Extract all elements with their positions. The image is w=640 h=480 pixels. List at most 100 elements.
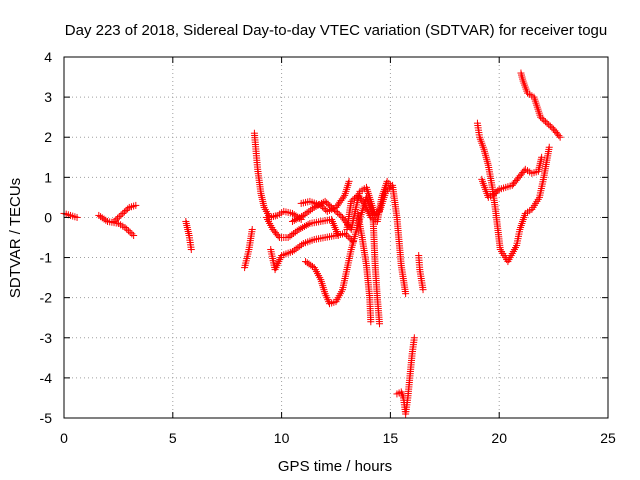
data-point <box>112 216 120 224</box>
data-point <box>290 216 298 224</box>
data-point <box>337 212 345 220</box>
x-axis-label: GPS time / hours <box>278 458 392 475</box>
data-point <box>120 208 128 216</box>
data-point <box>349 196 357 204</box>
data-point <box>316 200 324 208</box>
data-point <box>299 223 307 231</box>
data-point <box>543 119 551 127</box>
data-point <box>115 213 123 221</box>
data-point <box>102 216 110 224</box>
data-point <box>293 227 301 235</box>
data-point <box>298 212 306 220</box>
data-points <box>60 69 564 418</box>
data-point <box>288 231 296 239</box>
data-point <box>295 225 303 233</box>
data-point <box>341 229 349 237</box>
data-point <box>419 286 427 294</box>
data-point <box>359 198 367 206</box>
data-point <box>345 177 353 185</box>
data-point <box>290 246 298 254</box>
data-point <box>556 133 564 141</box>
data-point <box>304 220 312 228</box>
data-point <box>538 153 546 161</box>
data-point <box>310 203 318 211</box>
data-point <box>284 234 292 241</box>
data-point <box>307 206 315 214</box>
y-tick-labels: -5 -4 -3 -2 -1 0 1 2 3 4 <box>40 49 53 426</box>
data-point <box>117 211 125 219</box>
data-point <box>300 222 308 230</box>
data-point <box>302 221 310 229</box>
x-tick-label: 15 <box>383 430 399 446</box>
y-tick-label: 1 <box>44 169 52 185</box>
data-point <box>537 113 545 121</box>
y-tick-label: -3 <box>40 330 53 346</box>
data-point <box>545 121 553 129</box>
data-point <box>296 213 304 221</box>
data-point <box>286 232 294 240</box>
data-point <box>122 206 130 214</box>
data-point <box>546 122 554 130</box>
y-tick-label: -5 <box>40 410 53 426</box>
data-point <box>124 205 132 213</box>
data-point <box>297 224 305 232</box>
data-point <box>327 203 335 211</box>
data-point <box>294 214 302 222</box>
data-point <box>126 228 134 236</box>
data-point <box>541 118 549 126</box>
data-point <box>339 193 347 201</box>
data-point <box>410 334 418 342</box>
data-point <box>545 143 553 151</box>
data-point <box>335 210 343 218</box>
data-point <box>124 227 132 235</box>
data-point <box>269 212 277 220</box>
data-point <box>121 223 129 231</box>
data-point <box>110 217 118 225</box>
data-point <box>332 207 340 215</box>
axis-ticks <box>63 56 609 419</box>
data-point <box>323 199 331 207</box>
x-tick-label: 5 <box>169 430 177 446</box>
data-point <box>299 211 307 219</box>
data-point <box>248 225 256 233</box>
data-point <box>73 213 81 221</box>
data-point <box>367 318 375 326</box>
data-point <box>128 230 136 238</box>
data-point <box>132 201 140 209</box>
data-point <box>555 132 563 140</box>
data-point <box>123 225 131 233</box>
data-point <box>119 209 127 217</box>
data-point <box>334 209 342 217</box>
data-point <box>130 231 138 239</box>
data-point <box>548 124 556 132</box>
x-tick-labels: 0 5 10 15 20 25 <box>60 430 616 446</box>
data-point <box>385 184 393 192</box>
x-tick-label: 20 <box>491 430 507 446</box>
y-axis-label: SDTVAR / TECUs <box>7 178 24 298</box>
y-tick-label: 3 <box>44 89 52 105</box>
data-point <box>494 187 502 195</box>
data-point <box>288 217 296 225</box>
y-tick-label: 2 <box>44 129 52 145</box>
data-point <box>308 205 316 213</box>
plot-frame <box>63 56 609 419</box>
data-point <box>274 232 282 240</box>
data-point <box>314 201 322 209</box>
data-point <box>321 197 329 205</box>
data-point <box>324 200 332 208</box>
data-point <box>271 212 279 220</box>
data-point <box>322 206 330 214</box>
data-point <box>294 244 302 252</box>
y-tick-label: -1 <box>40 250 53 266</box>
data-point <box>376 320 384 328</box>
y-tick-label: 4 <box>44 49 52 65</box>
data-point <box>330 206 338 214</box>
data-point <box>386 181 394 189</box>
y-tick-label: -2 <box>40 290 53 306</box>
data-point <box>187 246 195 254</box>
data-point <box>329 205 337 213</box>
data-point <box>402 290 410 298</box>
x-tick-label: 10 <box>274 430 290 446</box>
data-point <box>298 241 306 249</box>
